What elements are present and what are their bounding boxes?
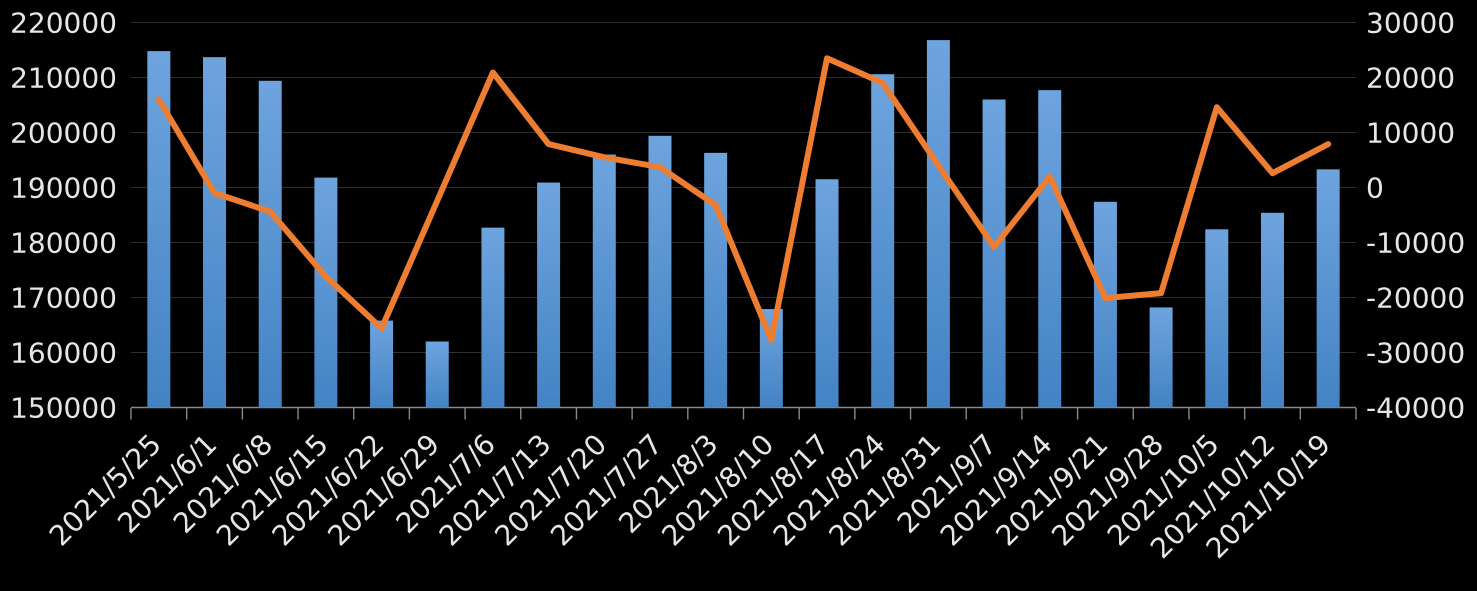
y-right-tick-label: -30000 xyxy=(1366,337,1465,370)
bar-2021/5/25 xyxy=(147,51,171,408)
y-left-tick-label: 180000 xyxy=(10,227,117,260)
y-right-tick-label: -40000 xyxy=(1366,392,1465,425)
bar-2021/10/5 xyxy=(1205,229,1229,408)
y-left-tick-label: 220000 xyxy=(10,7,117,40)
bar-2021/8/31 xyxy=(926,40,950,408)
bar-2021/6/29 xyxy=(425,341,449,408)
bar-2021/9/28 xyxy=(1149,307,1173,408)
bar-2021/7/20 xyxy=(592,154,616,408)
y-right-tick-label: 10000 xyxy=(1366,117,1455,150)
y-right-tick-label: 0 xyxy=(1366,172,1384,205)
line-series xyxy=(155,55,1332,343)
bar-2021/6/8 xyxy=(258,80,282,408)
bar-2021/6/1 xyxy=(203,57,227,408)
bar-2021/6/22 xyxy=(370,320,394,408)
y-right-tick-label: 30000 xyxy=(1366,7,1455,40)
bar-2021/9/7 xyxy=(982,99,1006,408)
bar-2021/7/13 xyxy=(537,182,561,408)
bar-2021/9/14 xyxy=(1038,90,1062,408)
y-left-tick-label: 190000 xyxy=(10,172,117,205)
y-left-tick-label: 150000 xyxy=(10,392,117,425)
bar-2021/10/19 xyxy=(1316,169,1340,408)
y-right-tick-label: -10000 xyxy=(1366,227,1465,260)
bar-2021/8/3 xyxy=(704,152,728,408)
y-right-tick-label: 20000 xyxy=(1366,62,1455,95)
y-left-tick-label: 200000 xyxy=(10,117,117,150)
y-right-tick-label: -20000 xyxy=(1366,282,1465,315)
bar-2021/10/12 xyxy=(1260,212,1284,408)
bar-2021/6/15 xyxy=(314,177,338,408)
y-left-tick-label: 210000 xyxy=(10,62,117,95)
bar-2021/7/6 xyxy=(481,227,505,408)
bar-2021/9/21 xyxy=(1093,201,1117,408)
y-left-tick-label: 160000 xyxy=(10,337,117,370)
bar-2021/8/24 xyxy=(871,74,895,408)
y-left-tick-label: 170000 xyxy=(10,282,117,315)
bar-2021/8/17 xyxy=(815,179,839,408)
bar-2021/7/27 xyxy=(648,135,672,408)
